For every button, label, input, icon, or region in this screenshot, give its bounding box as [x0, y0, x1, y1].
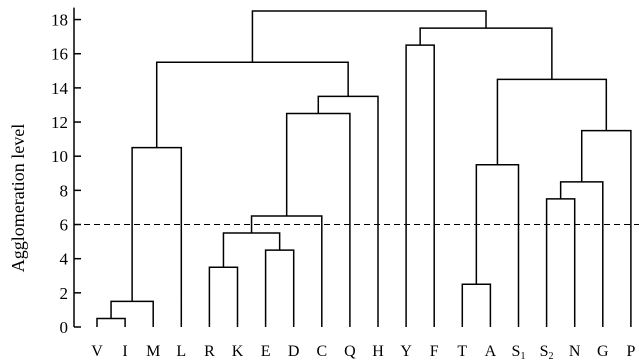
dendrogram-link-c15 [559, 181, 604, 327]
y-tick-label: 16 [51, 45, 68, 64]
y-tick-label: 0 [60, 318, 69, 337]
y-axis: 0 2 4 6 8 10 12 14 16 18 [51, 7, 81, 337]
y-tick-label: 2 [60, 284, 69, 303]
y-tick-label: 4 [60, 250, 69, 269]
dendrogram-link-c12 [461, 283, 492, 327]
dendrogram-link-c17 [496, 78, 608, 165]
leaf-label-A: A [485, 343, 497, 360]
leaf-label-F: F [430, 343, 439, 360]
leaf-label-K: K [232, 343, 244, 360]
dendrogram-link-c10 [155, 61, 349, 148]
y-tick-label: 6 [60, 216, 69, 235]
leaf-label-D: D [288, 343, 300, 360]
leaf-label-Q: Q [344, 343, 356, 360]
leaf-label-M: M [146, 343, 160, 360]
dendrogram-links [96, 10, 632, 327]
leaf-label-V: V [91, 343, 103, 360]
y-tick-label: 18 [51, 11, 68, 30]
dendrogram-link-c2 [110, 300, 154, 327]
dendrogram-link-c4 [208, 266, 239, 327]
leaf-label-L: L [176, 343, 186, 360]
leaf-label-R: R [204, 343, 215, 360]
leaf-label-I: I [122, 343, 127, 360]
leaf-label-Y: Y [400, 343, 412, 360]
leaf-label-C: C [316, 343, 327, 360]
y-tick-label: 10 [51, 147, 68, 166]
dendrogram-link-c1 [96, 317, 126, 327]
dendrogram-link-c16 [580, 129, 632, 327]
dendrogram-link-c5 [264, 249, 295, 327]
y-tick-label: 8 [60, 181, 69, 200]
dendrogram-link-c19 [251, 10, 487, 63]
leaf-labels: V I M L R K E D C Q H Y F T A S1 S2 N G P [91, 343, 635, 360]
leaf-label-S2: S2 [540, 343, 554, 360]
y-tick-label: 12 [51, 113, 68, 132]
dendrogram-link-c9 [317, 95, 379, 327]
leaf-label-H: H [372, 343, 384, 360]
leaf-label-S1: S1 [512, 343, 526, 360]
dendrogram-link-c3 [131, 146, 183, 327]
leaf-label-N: N [569, 343, 581, 360]
leaf-label-T: T [457, 343, 467, 360]
leaf-label-E: E [261, 343, 271, 360]
y-tick-label: 14 [51, 79, 69, 98]
leaf-label-G: G [597, 343, 609, 360]
dendrogram-link-c11 [405, 44, 435, 327]
dendrogram-link-c14 [545, 198, 576, 327]
dendrogram-link-c8 [285, 112, 351, 327]
leaf-label-P: P [626, 343, 635, 360]
dendrogram-link-c18 [419, 27, 553, 80]
y-axis-title: Agglomeration level [8, 124, 28, 272]
dendrogram-link-c13 [475, 163, 520, 327]
